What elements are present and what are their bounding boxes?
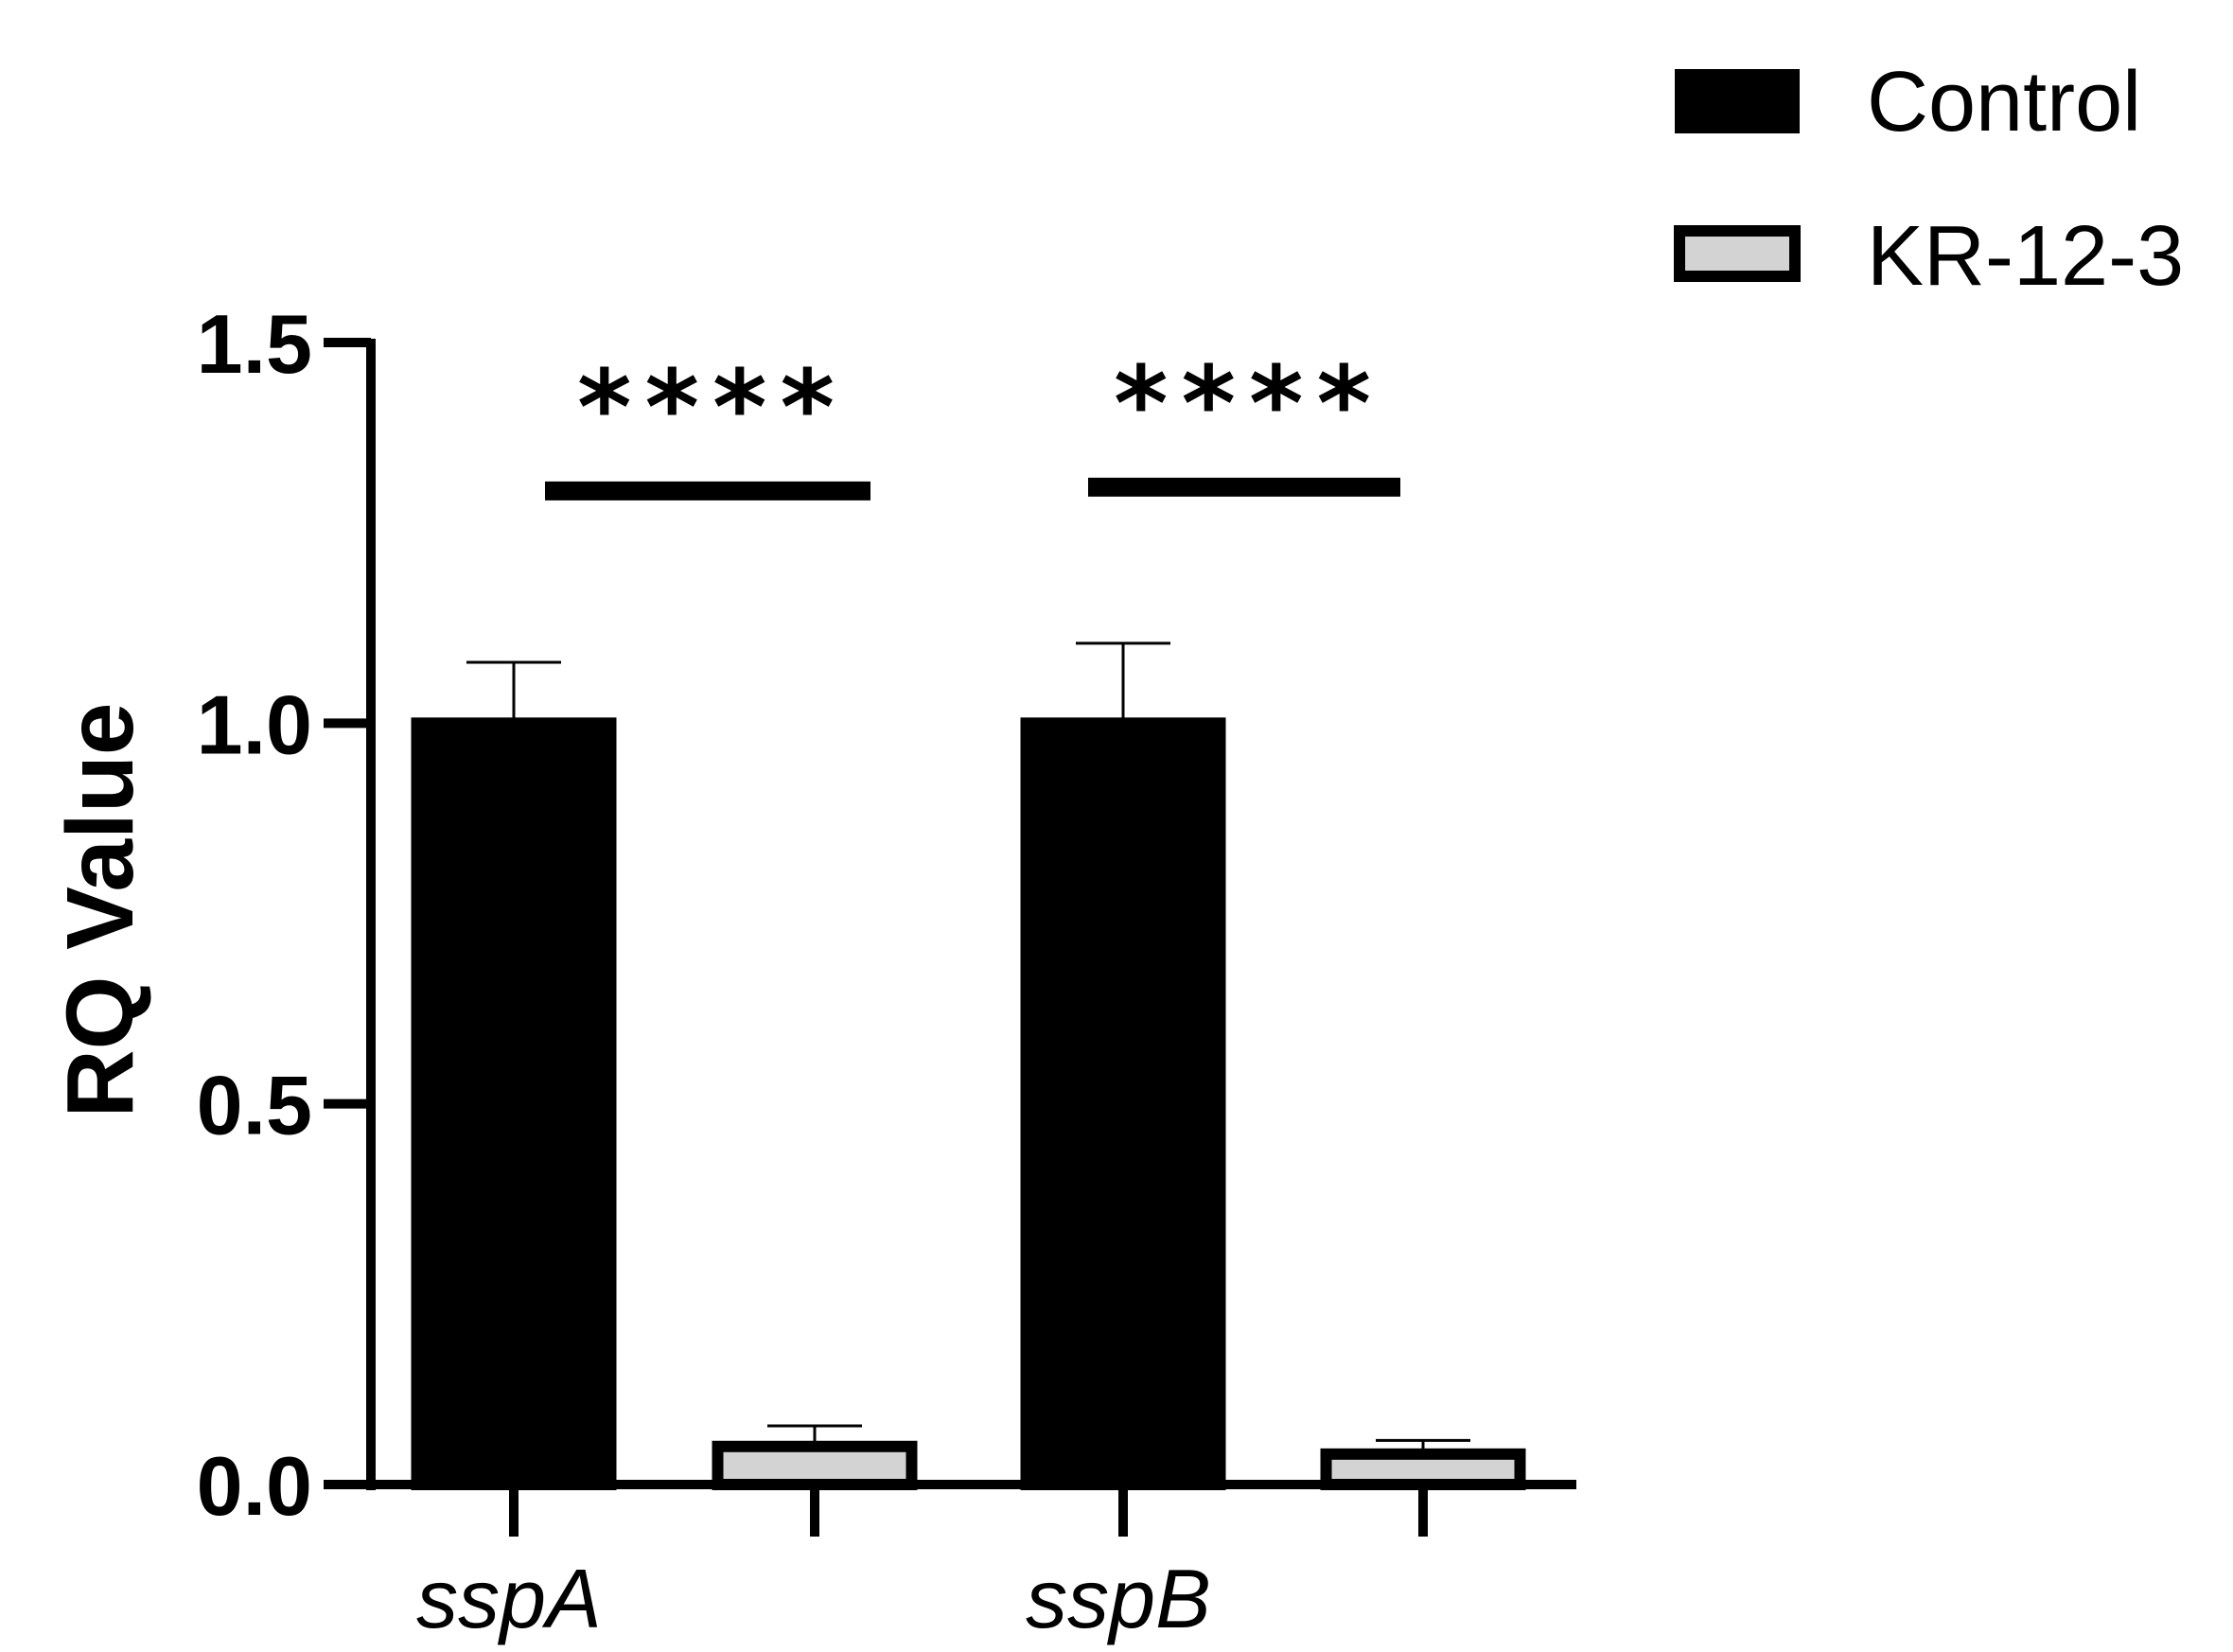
bar-sspb-kr-12-3	[1320, 1448, 1526, 1491]
legend-label-kr-12-3: KR-12-3	[1867, 209, 2184, 304]
y-tick-label: 1.5	[197, 297, 312, 391]
y-tick-label: 0.5	[197, 1059, 312, 1152]
bar-sspb-control	[1020, 717, 1226, 1490]
legend-swatch-control	[1675, 69, 1800, 133]
legend-swatch-kr-12-3	[1674, 225, 1801, 282]
y-tick-label: 1.0	[197, 677, 312, 771]
legend-label-control: Control	[1867, 55, 2141, 149]
significance-label: ****	[577, 347, 848, 468]
legend: Control KR-12-3	[1674, 55, 2184, 304]
bar-sspa-control	[411, 717, 617, 1490]
y-axis-title: RQ Value	[47, 702, 153, 1117]
x-category-label: sspA	[416, 1552, 602, 1645]
significance-label: ****	[1114, 343, 1384, 465]
bar-sspa-kr-12-3	[712, 1440, 918, 1491]
y-tick-label: 0.0	[197, 1439, 312, 1533]
x-category-label: sspB	[1026, 1552, 1211, 1645]
plot-area: 0.0 0.5 1.0 1.5 sspA sspB **** ****	[197, 297, 1576, 1645]
